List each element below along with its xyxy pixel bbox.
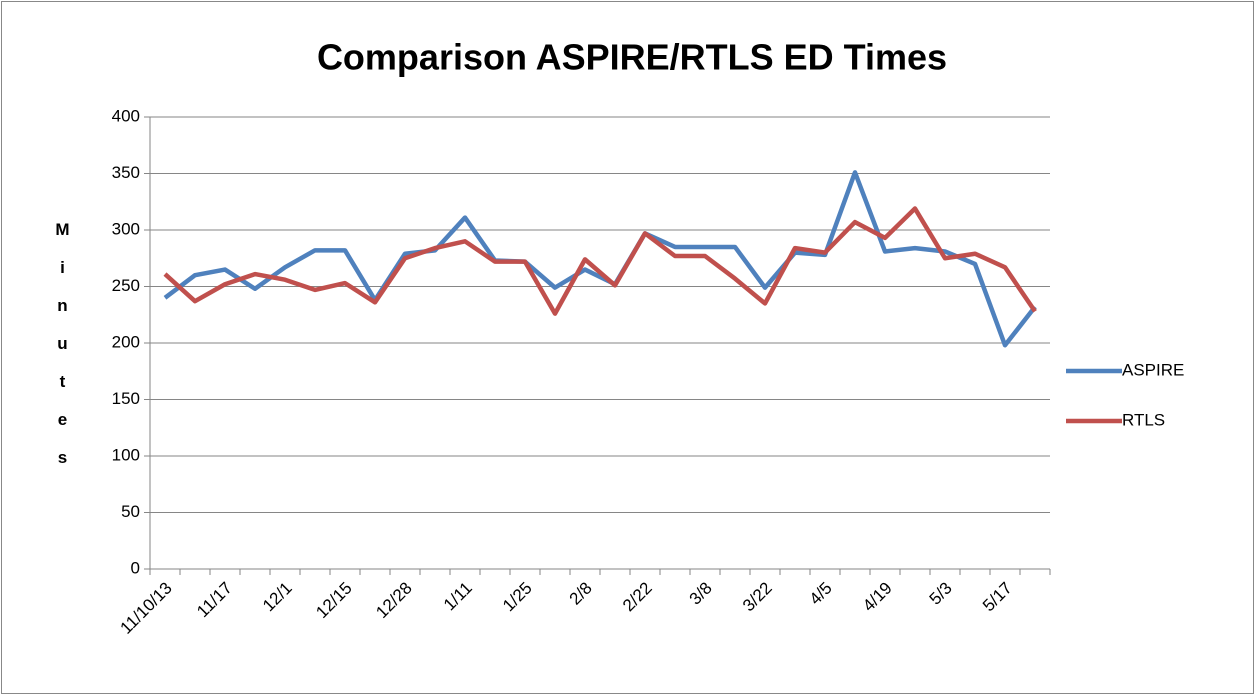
legend-label: ASPIRE bbox=[1122, 360, 1184, 379]
y-tick-label: 200 bbox=[112, 332, 140, 351]
y-tick-label: 250 bbox=[112, 276, 140, 295]
y-tick-label: 0 bbox=[131, 558, 140, 577]
y-tick-label: 100 bbox=[112, 445, 140, 464]
y-tick-label: 350 bbox=[112, 163, 140, 182]
y-tick-label: 400 bbox=[112, 106, 140, 125]
series-line bbox=[163, 206, 1037, 316]
legend-label: RTLS bbox=[1122, 410, 1165, 429]
y-tick-label: 300 bbox=[112, 219, 140, 238]
y-tick-label: 150 bbox=[112, 389, 140, 408]
y-tick-label: 50 bbox=[121, 502, 140, 521]
series-line bbox=[163, 170, 1037, 348]
y-axis-label: Minutes bbox=[53, 220, 72, 486]
chart-title: Comparison ASPIRE/RTLS ED Times bbox=[317, 37, 947, 78]
